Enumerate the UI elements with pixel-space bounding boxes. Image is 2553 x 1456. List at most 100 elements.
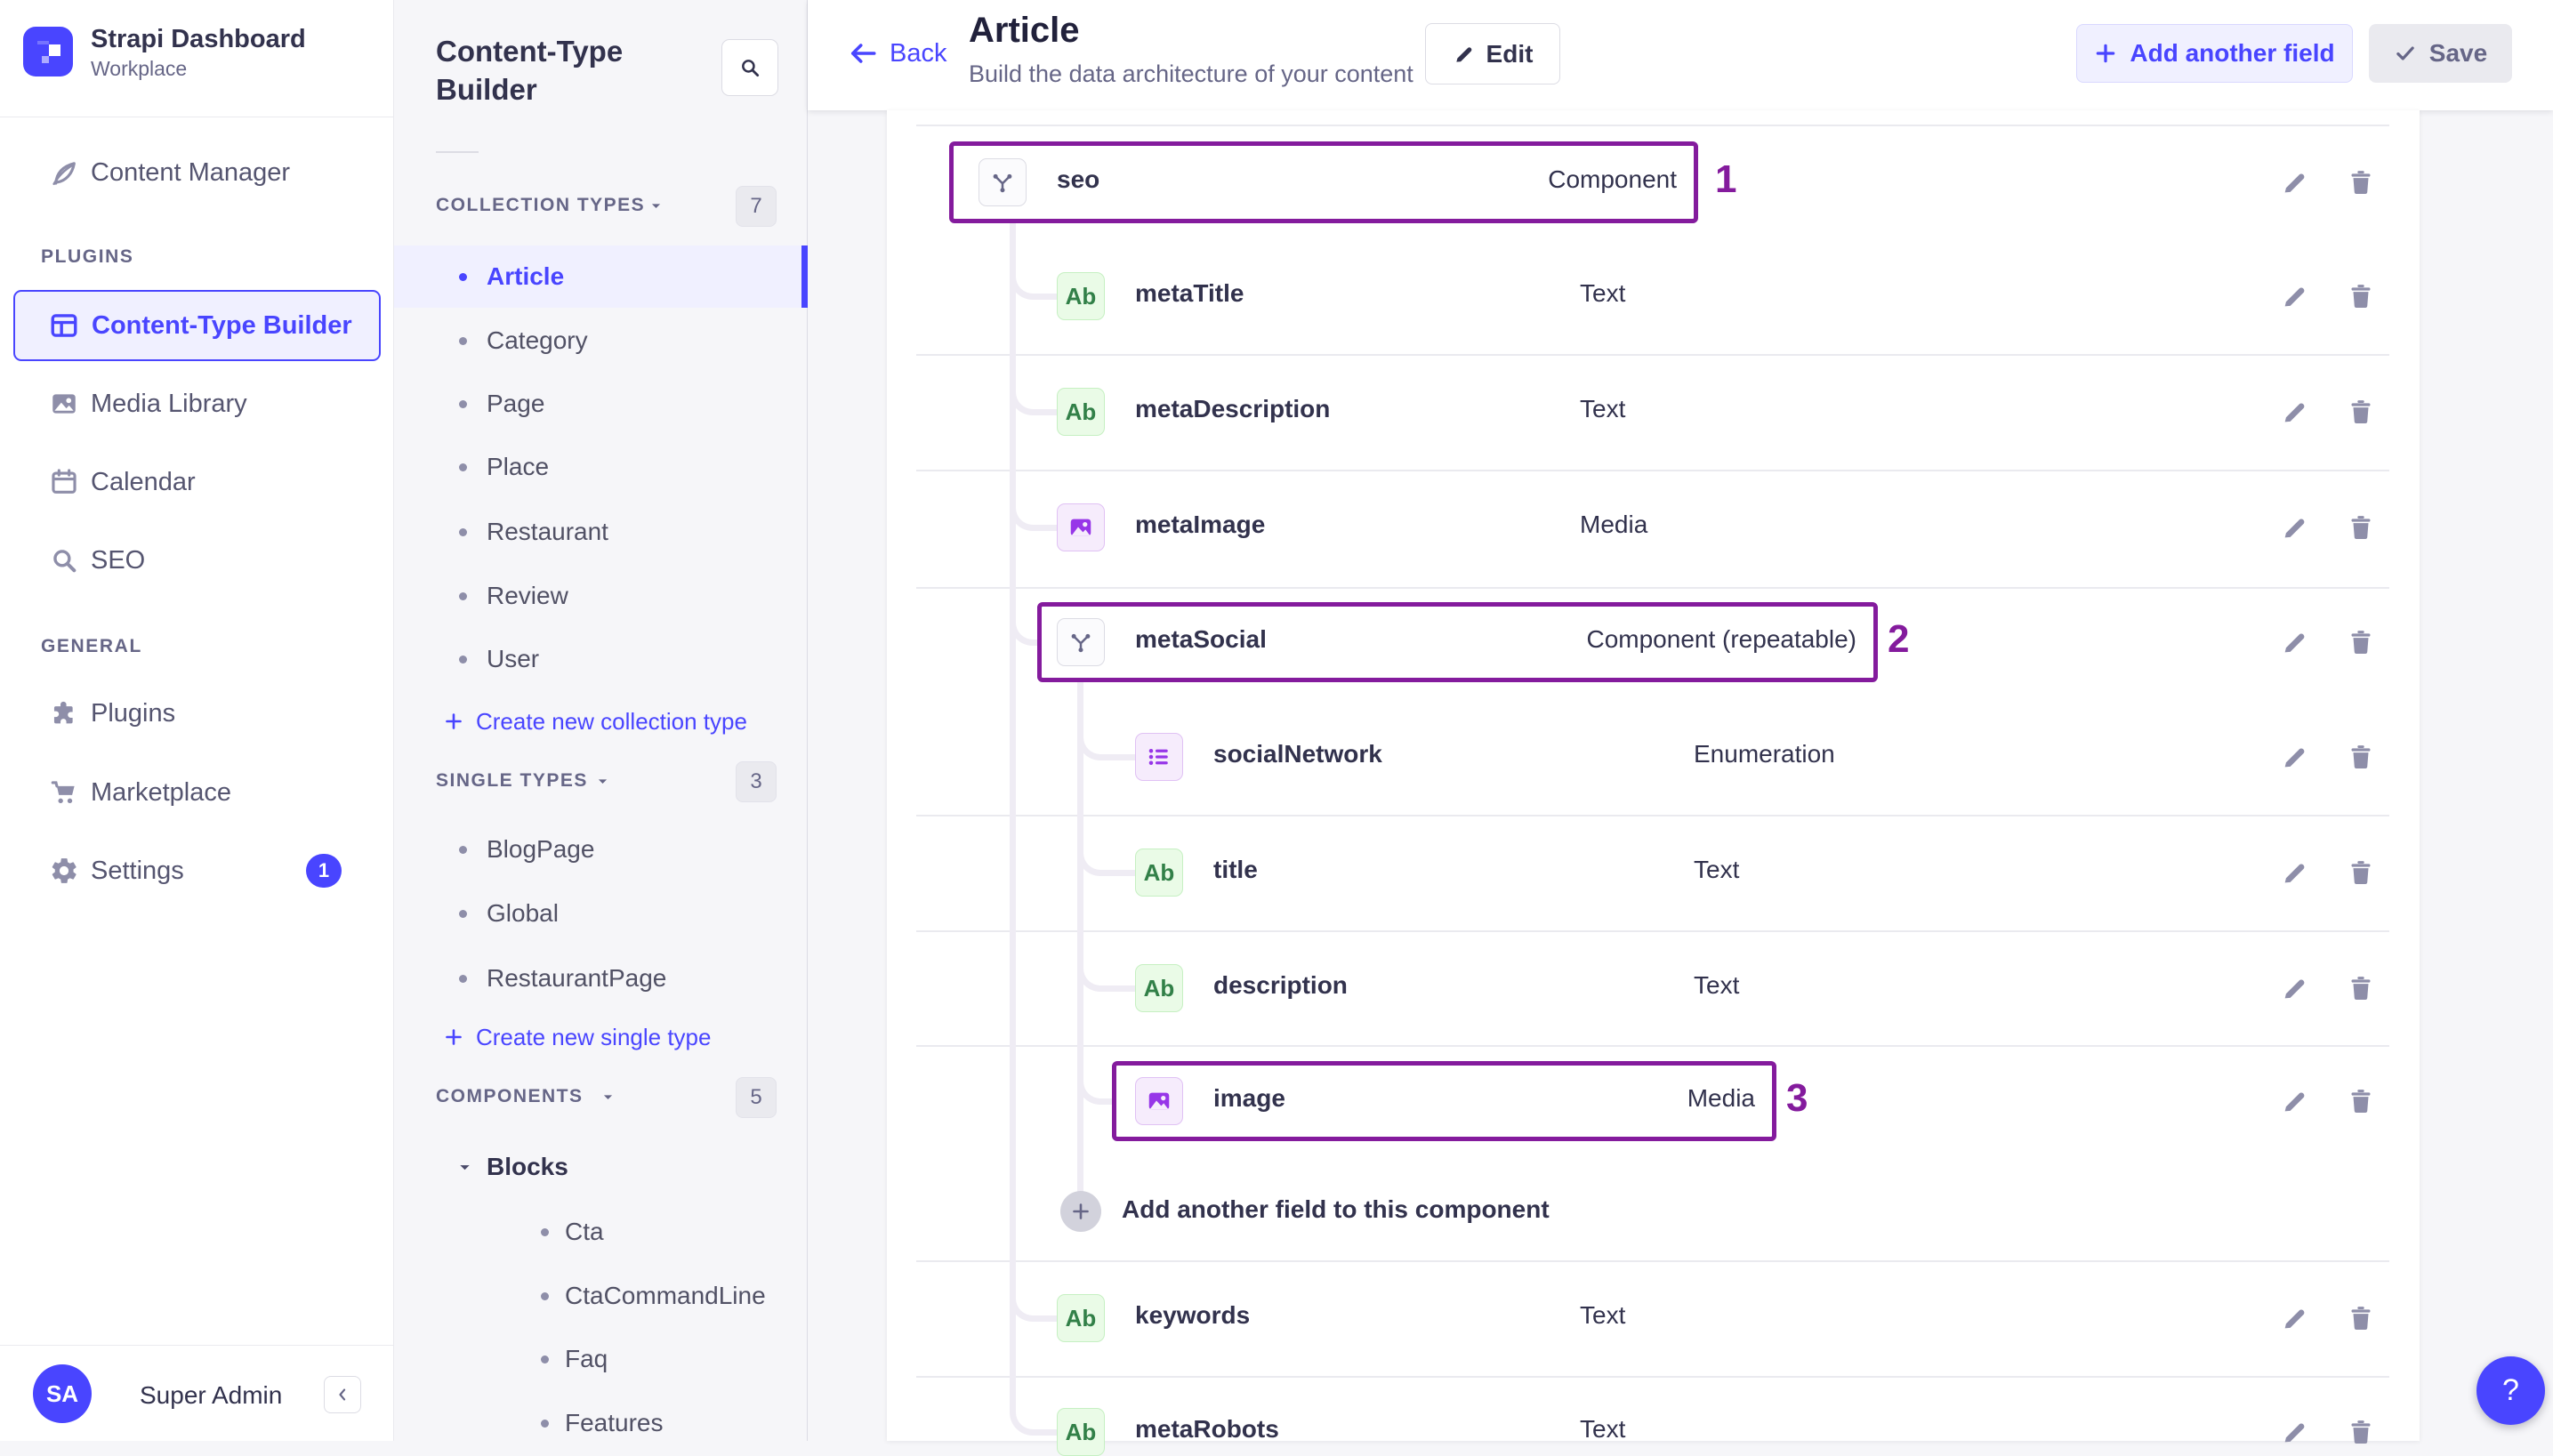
type-item-label: Global [487, 899, 559, 927]
tree-connector-elbow [1010, 1393, 1057, 1436]
add-field-to-component-label[interactable]: Add another field to this component [1122, 1195, 1550, 1223]
delete-field-button[interactable] [2346, 1417, 2376, 1447]
edit-field-button[interactable] [2280, 973, 2310, 1003]
section-header-label: SINGLE TYPES [436, 770, 588, 791]
create-new-collection-type[interactable]: Create new collection type [394, 693, 808, 750]
field-type: Media [1580, 511, 1648, 538]
chevron-left-icon [339, 1388, 346, 1401]
component-item-cta[interactable]: Cta [394, 1201, 808, 1263]
bullet-icon [541, 1291, 549, 1300]
delete-field-button[interactable] [2346, 1086, 2376, 1116]
delete-field-button[interactable] [2346, 397, 2376, 427]
delete-trash-icon [2351, 285, 2371, 309]
delete-trash-icon [2351, 861, 2371, 885]
sidebar-item-content-manager[interactable]: Content Manager [0, 137, 394, 208]
type-item-label: User [487, 645, 540, 672]
sidebar-item-settings[interactable]: Settings 1 [0, 835, 394, 906]
media-library-icon [52, 394, 76, 414]
edit-field-button[interactable] [2280, 742, 2310, 772]
edit-pencil-icon [2284, 1309, 2305, 1329]
caret-down-icon [648, 198, 664, 213]
delete-field-button[interactable] [2346, 281, 2376, 311]
fields-card [887, 110, 2420, 1441]
section-header-1[interactable]: SINGLE TYPES 3 [394, 761, 808, 802]
edit-field-button[interactable] [2280, 512, 2310, 543]
delete-field-button[interactable] [2346, 742, 2376, 772]
page-header: Back Article Build the data architecture… [808, 0, 2553, 110]
collection-type-place[interactable]: Place [394, 436, 808, 498]
tree-connector-elbow [1077, 718, 1135, 760]
marketplace-icon [51, 781, 75, 804]
sidebar-item-media-library[interactable]: Media Library [0, 368, 394, 439]
back-link[interactable]: Back [890, 39, 947, 68]
collapse-sidebar-button[interactable] [324, 1376, 361, 1413]
add-field-to-component-button[interactable] [1060, 1191, 1101, 1232]
component-category-blocks[interactable]: Blocks [394, 1136, 808, 1198]
delete-field-button[interactable] [2346, 1303, 2376, 1333]
type-item-label: BlogPage [487, 835, 595, 863]
component-item-ctacommandline[interactable]: CtaCommandLine [394, 1265, 808, 1327]
text-icon-glyph: Ab [1065, 1304, 1097, 1331]
single-type-restaurantpage[interactable]: RestaurantPage [394, 947, 808, 1010]
edit-field-button[interactable] [2280, 857, 2310, 888]
sidebar-item-marketplace[interactable]: Marketplace [0, 757, 394, 828]
search-icon [742, 60, 760, 77]
bullet-icon [459, 399, 467, 408]
edit-field-button[interactable] [2280, 1417, 2310, 1447]
collection-type-review[interactable]: Review [394, 565, 808, 627]
sidebar-item-calendar[interactable]: Calendar [0, 446, 394, 518]
sidebar-item-content-type-builder[interactable]: Content-Type Builder [13, 290, 381, 361]
edit-button[interactable]: Edit [1425, 23, 1560, 84]
section-header-2[interactable]: COMPONENTS 5 [394, 1077, 808, 1118]
single-type-blogpage[interactable]: BlogPage [394, 818, 808, 881]
collection-type-article[interactable]: Article [394, 245, 808, 308]
user-name: Super Admin [140, 1381, 283, 1409]
delete-field-button[interactable] [2346, 973, 2376, 1003]
annotation-number: 2 [1888, 617, 1910, 661]
plus-icon [2097, 44, 2115, 63]
content-manager-icon [52, 162, 76, 186]
component-item-features[interactable]: Features [394, 1392, 808, 1454]
delete-field-button[interactable] [2346, 627, 2376, 657]
collection-type-category[interactable]: Category [394, 310, 808, 372]
create-new-single-type[interactable]: Create new single type [394, 1009, 808, 1066]
text-field-icon: Ab [1135, 964, 1183, 1012]
row-divider [916, 1260, 2389, 1262]
back-arrow-icon[interactable] [847, 37, 879, 69]
collection-type-restaurant[interactable]: Restaurant [394, 501, 808, 563]
page-title: Article [969, 11, 1080, 50]
add-another-field-label: Add another field [2130, 39, 2335, 67]
edit-field-button[interactable] [2280, 397, 2310, 427]
sidebar-item-label: Content-Type Builder [92, 310, 352, 340]
text-field-icon: Ab [1057, 388, 1105, 436]
content-type-builder-icon [49, 310, 79, 341]
check-icon [2396, 46, 2414, 60]
edit-field-button[interactable] [2280, 1086, 2310, 1116]
single-type-global[interactable]: Global [394, 882, 808, 945]
caret-down-icon [651, 204, 661, 208]
delete-field-button[interactable] [2346, 167, 2376, 197]
search-button[interactable] [721, 39, 778, 96]
edit-field-button[interactable] [2280, 167, 2310, 197]
bullet-icon [459, 272, 467, 281]
edit-field-button[interactable] [2280, 627, 2310, 657]
avatar[interactable]: SA [33, 1364, 92, 1423]
text-icon-glyph: Ab [1143, 858, 1175, 886]
edit-field-button[interactable] [2280, 281, 2310, 311]
save-button[interactable]: Save [2369, 24, 2512, 83]
edit-field-button[interactable] [2280, 1303, 2310, 1333]
text-field-icon: Ab [1057, 1294, 1105, 1342]
collection-type-user[interactable]: User [394, 628, 808, 690]
help-button[interactable]: ? [2476, 1356, 2545, 1425]
delete-field-button[interactable] [2346, 512, 2376, 543]
collection-type-page[interactable]: Page [394, 373, 808, 435]
section-header-0[interactable]: COLLECTION TYPES 7 [394, 186, 808, 227]
sidebar-item-seo[interactable]: SEO [0, 525, 394, 596]
sidebar-item-plugins[interactable]: Plugins [0, 678, 394, 749]
component-item-faq[interactable]: Faq [394, 1328, 808, 1390]
row-divider [916, 1376, 2389, 1378]
field-name: seo [1057, 165, 1100, 193]
add-another-field-button[interactable]: Add another field [2076, 24, 2353, 83]
delete-field-button[interactable] [2346, 857, 2376, 888]
annotation-number: 1 [1715, 157, 1737, 201]
